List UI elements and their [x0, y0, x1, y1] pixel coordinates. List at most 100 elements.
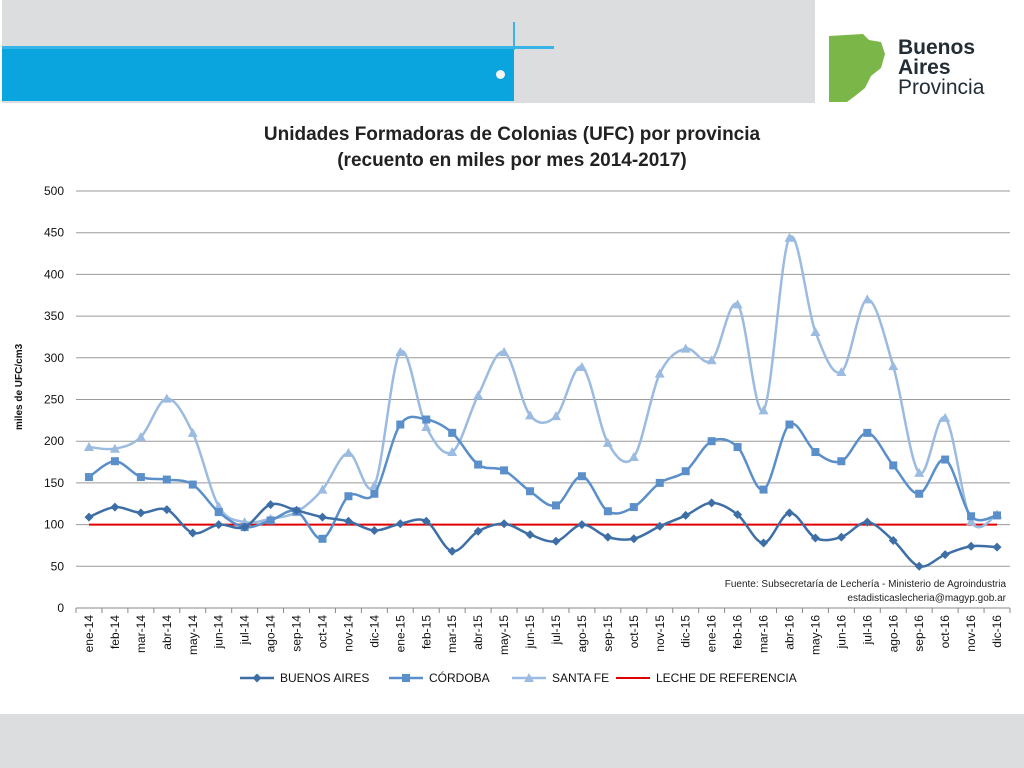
data-point [628, 452, 639, 462]
x-tick-label: jul-16 [860, 615, 874, 646]
data-point [109, 443, 120, 453]
data-point [732, 299, 743, 309]
data-point [343, 516, 353, 526]
chart-subtitle-line: (recuento en miles por mes 2014-2017) [337, 150, 687, 171]
x-tick-label: jun-14 [212, 615, 226, 650]
x-tick-label: may-16 [808, 615, 822, 655]
data-point [526, 487, 535, 496]
x-tick-label: dic-14 [367, 615, 381, 648]
data-point [577, 520, 587, 530]
data-point [83, 442, 94, 452]
data-point [810, 533, 820, 543]
data-point [758, 405, 769, 415]
y-tick-label: 450 [44, 226, 64, 240]
data-point [940, 412, 951, 422]
data-point [759, 538, 769, 548]
data-point [629, 503, 638, 512]
data-point [473, 390, 484, 400]
source-note: Fuente: Subsecretaría de Lechería - Mini… [725, 578, 1006, 606]
x-tick-label: sep-15 [601, 615, 615, 652]
data-point [862, 517, 872, 527]
data-point [837, 457, 846, 466]
logo-line: Provincia [898, 76, 985, 99]
y-tick-label: 150 [44, 476, 64, 490]
legend-label: BUENOS AIRES [280, 671, 369, 685]
legend-label: LECHE DE REFERENCIA [656, 671, 797, 685]
x-tick-label: ago-16 [886, 615, 900, 653]
data-point [161, 393, 172, 403]
x-tick-label: dic-16 [990, 615, 1004, 648]
data-point [915, 489, 924, 498]
data-point [576, 361, 587, 371]
x-tick-label: abr-14 [160, 615, 174, 650]
legend-label: SANTA FE [552, 671, 609, 685]
data-point [499, 519, 509, 529]
data-point [785, 420, 794, 429]
data-point [136, 473, 145, 482]
data-point [396, 420, 405, 429]
x-tick-label: oct-15 [627, 615, 641, 649]
x-tick-label: mar-15 [445, 615, 459, 653]
data-point [707, 437, 716, 446]
legend-marker [402, 674, 410, 682]
data-point [733, 510, 743, 520]
header-dot [496, 70, 505, 79]
data-point [603, 532, 613, 542]
data-point [602, 437, 613, 447]
data-point [499, 346, 510, 356]
data-point [317, 484, 328, 494]
y-tick-label: 50 [51, 559, 65, 573]
x-tick-label: ene-14 [82, 615, 96, 653]
x-tick-label: mar-16 [757, 615, 771, 653]
data-point [240, 522, 250, 532]
x-tick-label: dic-15 [679, 615, 693, 648]
data-point [188, 480, 197, 489]
series-line [88, 415, 998, 541]
x-tick-label: jul-15 [549, 615, 563, 646]
data-point [759, 485, 768, 494]
y-tick-label: 350 [44, 309, 64, 323]
data-point [292, 505, 302, 515]
data-point [473, 526, 483, 536]
x-tick-label: ago-14 [264, 615, 278, 653]
data-point [421, 516, 431, 526]
data-point [317, 512, 327, 522]
data-point [162, 475, 171, 484]
data-point [811, 448, 820, 457]
data-point [966, 541, 976, 551]
x-tick-label: feb-14 [108, 615, 122, 649]
province-map-icon [829, 34, 885, 102]
data-point [655, 521, 665, 531]
data-point [863, 428, 872, 437]
data-point [551, 501, 560, 510]
data-point [318, 534, 327, 543]
y-tick-label: 200 [44, 434, 64, 448]
legend-marker [252, 673, 262, 683]
header-blue-bar [2, 48, 514, 101]
data-point [135, 432, 146, 442]
legend-label: CÓRDOBA [429, 670, 490, 685]
data-point [707, 498, 717, 508]
data-point [369, 525, 379, 535]
data-point [966, 516, 977, 526]
data-point [448, 428, 457, 437]
logo-text: Buenos Aires Provincia [898, 37, 985, 99]
data-point [421, 422, 432, 432]
chart-title-line: Unidades Formadoras de Colonias (UFC) po… [263, 124, 761, 145]
data-point [344, 492, 353, 501]
data-point [889, 461, 898, 470]
data-point [500, 466, 509, 475]
data-point [577, 472, 586, 481]
data-point [447, 546, 457, 556]
data-point [629, 534, 639, 544]
header-blue-vertical-line [513, 22, 515, 50]
data-point [422, 415, 431, 424]
x-tick-label: sep-14 [290, 615, 304, 652]
x-tick-label: oct-14 [315, 615, 329, 649]
x-tick-label: may-15 [497, 615, 511, 655]
data-point [940, 550, 950, 560]
footer-band [0, 714, 1024, 768]
x-tick-label: ene-16 [705, 615, 719, 653]
data-point [655, 478, 664, 487]
data-point [162, 505, 172, 515]
